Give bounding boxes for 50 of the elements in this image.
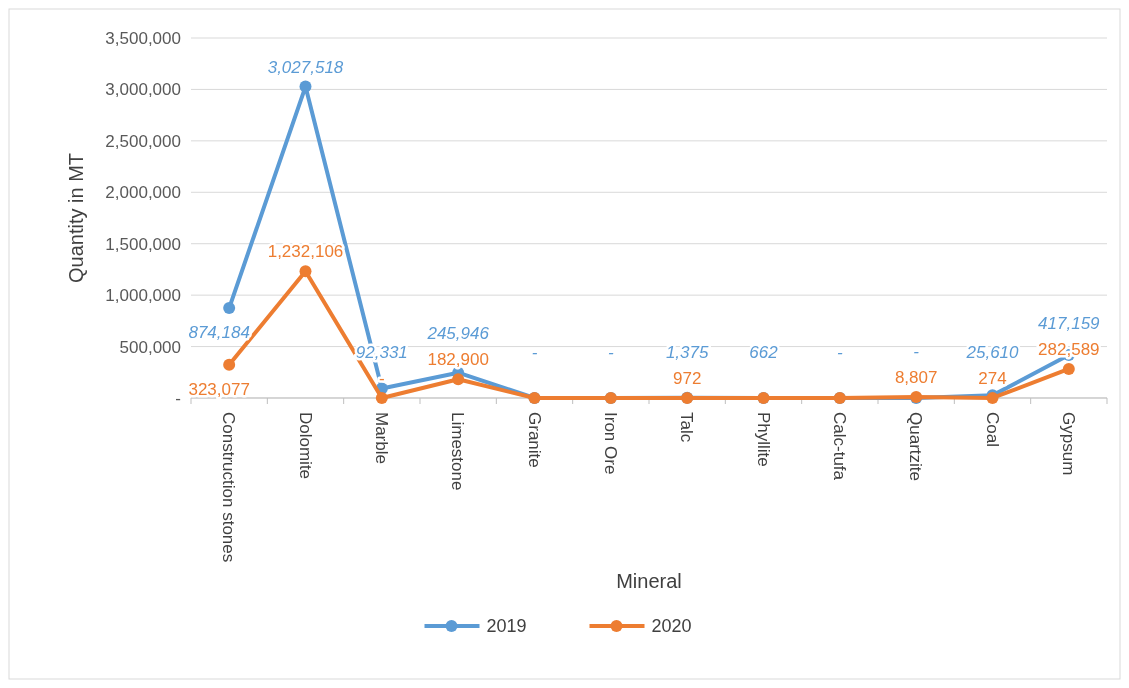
y-tick-label: 2,500,000: [105, 131, 181, 151]
x-tick-label: Marble: [371, 412, 391, 464]
data-label: 274: [978, 368, 1007, 388]
x-tick-label: Calc-tufa: [829, 412, 849, 481]
legend-label: 2019: [486, 616, 527, 637]
data-label: 874,184: [188, 323, 250, 343]
point: [375, 392, 388, 404]
data-label: 1,232,106: [267, 242, 344, 262]
y-tick-label: 3,000,000: [105, 80, 181, 100]
x-axis-title: Mineral: [616, 570, 682, 592]
x-tick-label: Phyllite: [753, 412, 773, 467]
point: [223, 358, 236, 371]
y-tick-label: -: [175, 388, 181, 408]
x-tick-label: Talc: [677, 412, 697, 443]
y-tick-label: 3,500,000: [105, 28, 181, 48]
y-tick-label: 2,000,000: [105, 183, 181, 203]
point: [299, 80, 312, 93]
data-label: 1,375: [665, 342, 709, 362]
data-label: -: [837, 343, 843, 362]
point: [1062, 362, 1075, 375]
data-label: 417,159: [1038, 313, 1101, 333]
data-label: 8,807: [894, 368, 938, 388]
y-tick-label: 500,000: [119, 337, 181, 357]
data-label: -: [913, 342, 920, 362]
data-label: -: [379, 369, 385, 388]
y-axis-title: Quantity in MT: [65, 152, 87, 284]
y-tick-label: 1,000,000: [105, 286, 181, 306]
x-tick-label: Granite: [524, 412, 544, 468]
data-label: 25,610: [965, 342, 1020, 362]
legend-label: 2020: [651, 616, 692, 637]
point: [223, 302, 236, 315]
y-tick-label: 1,500,000: [105, 234, 181, 254]
data-label: 323,077: [188, 379, 250, 399]
data-label: 282,589: [1038, 339, 1100, 359]
x-tick-label: Construction stones: [219, 412, 239, 563]
data-label: 182,900: [427, 350, 489, 370]
data-label: 245,946: [426, 324, 490, 344]
x-tick-label: Iron Ore: [600, 412, 620, 475]
x-tick-label: Quartzite: [906, 412, 926, 481]
data-label: 3,027,518: [267, 57, 344, 77]
x-tick-label: Coal: [982, 412, 1002, 447]
data-label: 972: [672, 368, 702, 388]
data-label: -: [608, 343, 614, 362]
x-tick-label: Limestone: [448, 412, 468, 491]
x-tick-label: Gypsum: [1058, 412, 1078, 476]
data-label: 662: [749, 343, 779, 362]
x-tick-label: Dolomite: [295, 412, 315, 480]
point: [452, 373, 465, 386]
data-label: -: [531, 343, 538, 362]
point: [299, 265, 312, 278]
